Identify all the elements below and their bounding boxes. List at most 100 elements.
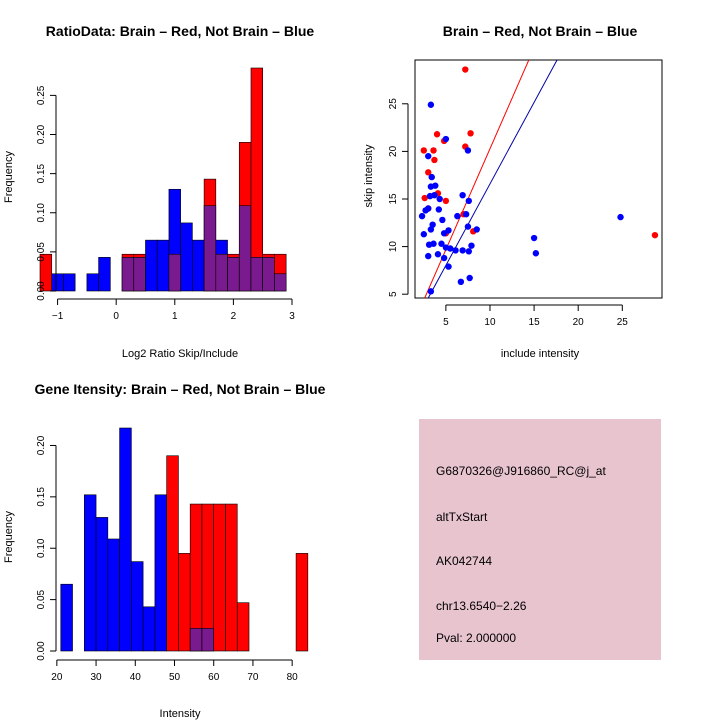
scatter-point-not-brain-38 — [445, 263, 452, 270]
ratio-y-tick-label-5: 0.25 — [36, 85, 47, 105]
intensity-x-tick-label-3: 50 — [169, 672, 181, 683]
gene-intensity-bars — [60, 427, 309, 652]
gene-intensity-xlabel: Intensity — [160, 708, 201, 720]
scatter-point-not-brain-32 — [425, 252, 432, 260]
intensity-bar-not-brain-5 — [119, 427, 132, 652]
ratio-bar-overlap-20 — [274, 273, 287, 292]
scatter-ylabel: skip intensity — [363, 144, 375, 207]
intensity-bar-not-brain-2 — [83, 494, 97, 652]
ratio-x-tick-label-3: 2 — [231, 311, 237, 322]
intensity-bar-brain-13 — [213, 503, 226, 652]
probe-info-panel: G6870326@J916860_RC@j_at altTxStart AK04… — [419, 419, 661, 660]
ratio-bar-not-brain-2 — [63, 273, 76, 292]
ratio-x-tick-label-0: −1 — [52, 311, 64, 322]
scatter-x-tick-label-0: 5 — [443, 317, 449, 328]
scatter-point-not-brain-31 — [468, 242, 475, 249]
intensity-bar-not-brain-7 — [142, 606, 156, 652]
scatter-point-not-brain-25 — [420, 231, 428, 238]
ratio-bar-overlap-17 — [238, 205, 252, 292]
scatter-point-not-brain-44 — [617, 213, 624, 221]
scatter-point-not-brain-4 — [428, 173, 435, 181]
intensity-bar-brain-9 — [166, 455, 179, 652]
scatter-point-not-brain-14 — [435, 206, 443, 213]
scatter-point-not-brain-6 — [432, 182, 439, 189]
ratio-bar-overlap-19 — [262, 257, 275, 292]
scatter-point-brain-2 — [433, 131, 441, 138]
scatter-point-brain-16 — [651, 231, 659, 239]
ratio-bar-not-brain-5 — [98, 257, 111, 292]
ratio-bar-not-brain-13 — [192, 239, 205, 292]
gene-intensity-axes: 20 30 40 50 60 70 80 0.00 0.05 0.10 0.15 0.20 — [36, 435, 298, 683]
scatter-point-brain-0 — [462, 66, 469, 73]
scatter-point-not-brain-21 — [427, 226, 435, 233]
scatter-point-not-brain-11 — [465, 197, 473, 205]
scatter-point-not-brain-41 — [427, 288, 435, 295]
scatter-point-not-brain-9 — [436, 195, 443, 203]
intensity-y-tick-label-2: 0.10 — [36, 538, 47, 558]
scatter-point-not-brain-36 — [459, 247, 466, 254]
ratio-histogram-ylabel: Frequency — [3, 151, 15, 203]
intensity-bar-overlap-12 — [201, 628, 215, 652]
intensity-y-tick-label-1: 0.05 — [36, 589, 47, 609]
ratio-y-tick-label-2: 0.10 — [36, 203, 47, 223]
scatter-point-not-brain-19 — [462, 211, 470, 218]
scatter-point-not-brain-18 — [439, 216, 446, 224]
intensity-bar-overlap-11 — [189, 628, 203, 652]
gene-intensity-title: Gene Itensity: Brain – Red, Not Brain – … — [35, 381, 326, 397]
intensity-bar-brain-10 — [178, 553, 191, 652]
scatter-axes: 5 10 15 20 25 5 10 15 20 25 — [388, 98, 628, 328]
scatter-point-not-brain-37 — [465, 248, 473, 255]
ratio-bar-overlap-18 — [250, 257, 263, 292]
scatter-red-fit-line — [424, 60, 530, 298]
scatter-point-not-brain-28 — [438, 240, 445, 247]
gene-intensity-ylabel: Frequency — [3, 511, 15, 563]
ratio-bar-overlap-11 — [168, 253, 181, 292]
ratio-bar-not-brain-4 — [86, 273, 99, 292]
ratio-bar-not-brain-1 — [51, 273, 64, 292]
intensity-y-tick-label-4: 0.20 — [36, 435, 47, 455]
scatter-point-not-brain-43 — [532, 250, 540, 257]
scatter-point-not-brain-15 — [454, 212, 461, 220]
ratio-histogram-title: RatioData: Brain – Red, Not Brain – Blue — [46, 23, 315, 39]
gene-intensity-histogram-panel: Gene Itensity: Brain – Red, Not Brain – … — [3, 381, 326, 720]
intensity-bar-brain-14 — [225, 503, 238, 652]
scatter-point-not-brain-8 — [431, 191, 438, 199]
ratio-bar-overlap-7 — [121, 257, 135, 292]
event-type-text: altTxStart — [436, 510, 488, 524]
scatter-point-brain-1 — [467, 130, 474, 137]
scatter-point-not-brain-30 — [447, 245, 454, 252]
intensity-bar-brain-15 — [236, 602, 250, 652]
intensity-x-tick-label-6: 80 — [287, 672, 299, 683]
ratio-bar-overlap-8 — [133, 257, 146, 292]
scatter-point-brain-10 — [421, 194, 428, 202]
ratio-histogram-xlabel: Log2 Ratio Skip/Include — [122, 348, 238, 360]
scatter-x-tick-label-4: 25 — [617, 317, 629, 328]
scatter-points — [418, 66, 659, 295]
ratio-x-tick-label-4: 3 — [289, 311, 295, 322]
ratio-bar-not-brain-10 — [156, 239, 170, 292]
intensity-bar-not-brain-0 — [60, 583, 73, 652]
intensity-x-tick-label-4: 60 — [208, 672, 220, 683]
pval-text: Pval: 2.000000 — [436, 631, 516, 645]
intensity-bar-not-brain-8 — [154, 494, 167, 652]
ratio-y-tick-label-3: 0.15 — [36, 163, 47, 183]
scatter-point-not-brain-3 — [425, 152, 432, 160]
scatter-point-not-brain-39 — [457, 278, 465, 286]
ratio-y-tick-label-0: 0.00 — [36, 281, 47, 301]
accession-text: AK042744 — [436, 554, 492, 568]
scatter-point-not-brain-35 — [452, 247, 459, 254]
scatter-point-brain-11 — [442, 197, 450, 205]
intensity-bar-not-brain-4 — [107, 538, 120, 652]
intensity-bar-not-brain-3 — [95, 517, 109, 652]
intensity-bar-brain-20 — [295, 553, 309, 652]
ratio-y-tick-label-4: 0.20 — [36, 124, 47, 144]
scatter-point-not-brain-13 — [425, 205, 432, 212]
scatter-point-not-brain-23 — [445, 227, 452, 234]
scatter-point-not-brain-20 — [464, 223, 472, 230]
ratio-bar-not-brain-9 — [145, 239, 158, 292]
scatter-xlabel: include intensity — [501, 348, 580, 360]
scatter-plot-frame — [414, 59, 663, 299]
ratio-bar-overlap-14 — [203, 205, 217, 292]
probe-id-text: G6870326@J916860_RC@j_at — [436, 464, 606, 478]
